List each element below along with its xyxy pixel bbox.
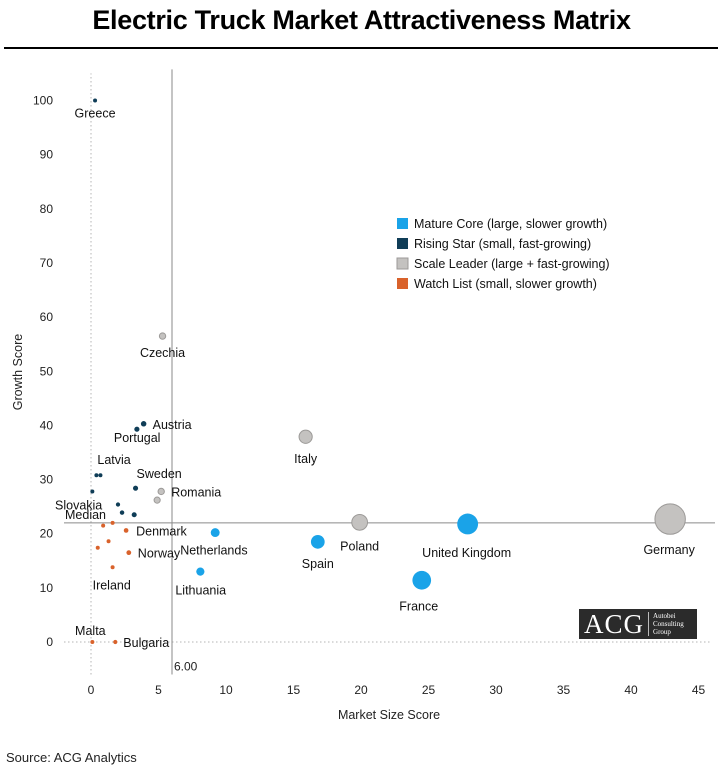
- x-tick-label: 20: [354, 683, 368, 697]
- x-tick-label: 35: [557, 683, 571, 697]
- title-rule: [4, 47, 718, 49]
- point-label: Bulgaria: [123, 636, 169, 650]
- y-axis-title: Growth Score: [11, 334, 25, 410]
- x-tick-label: 5: [155, 683, 162, 697]
- data-point: [123, 528, 129, 533]
- data-point: [412, 570, 432, 590]
- data-point: [654, 503, 686, 535]
- acg-logo: ACG Autobei Consulting Group: [579, 609, 697, 639]
- data-point: [210, 528, 220, 538]
- legend-swatch: [397, 278, 408, 289]
- data-point: [153, 496, 161, 504]
- logo-separator: [648, 612, 650, 636]
- data-point: [95, 545, 100, 550]
- points-layer: [90, 98, 686, 645]
- data-point: [158, 332, 167, 340]
- data-point: [298, 429, 313, 444]
- data-point: [110, 520, 115, 525]
- y-tick-label: 30: [40, 473, 54, 487]
- data-point: [132, 485, 139, 491]
- logo-main-text: ACG: [584, 609, 645, 639]
- legend-swatch: [397, 238, 408, 249]
- chart-title: Electric Truck Market Attractiveness Mat…: [92, 5, 631, 35]
- data-point: [93, 98, 98, 103]
- y-tick-label: 20: [40, 527, 54, 541]
- data-point: [94, 473, 99, 478]
- data-point: [90, 489, 95, 494]
- legend: Mature Core (large, slower growth) Rising…: [396, 217, 610, 291]
- point-label: Austria: [153, 418, 192, 432]
- median-x-label: 6.00: [174, 659, 198, 673]
- data-point: [126, 550, 132, 556]
- y-tick-label: 80: [40, 202, 54, 216]
- x-axis-title: Market Size Score: [338, 708, 440, 722]
- data-point: [134, 426, 140, 432]
- point-label: Lithuania: [175, 584, 226, 598]
- logo-line-2: Consulting: [653, 620, 684, 628]
- data-point: [157, 487, 165, 496]
- point-label: Netherlands: [180, 544, 247, 558]
- data-point: [140, 421, 147, 427]
- point-label: France: [399, 599, 438, 613]
- point-label: Malta: [75, 624, 106, 638]
- data-point: [90, 640, 95, 644]
- point-label: Spain: [302, 557, 334, 571]
- median-y-label: Median: [65, 508, 106, 522]
- point-label: Italy: [294, 452, 318, 466]
- data-point: [351, 513, 369, 531]
- x-tick-label: 15: [287, 683, 301, 697]
- data-point: [110, 565, 115, 570]
- point-label: Denmark: [136, 524, 187, 538]
- source-note: Source: ACG Analytics: [6, 750, 137, 765]
- legend-entry: Scale Leader (large + fast-growing): [414, 257, 610, 271]
- axes-layer: 6.00 Median 0 5 10 15 20 25 30 35 40 45 0 10 20 30 40 50 6…: [11, 69, 715, 722]
- point-label: Latvia: [97, 453, 130, 467]
- data-point: [119, 510, 125, 515]
- x-tick-label: 40: [624, 683, 638, 697]
- logo-subtext: Autobei Consulting Group: [653, 612, 684, 636]
- data-point: [98, 473, 103, 478]
- data-point: [106, 539, 111, 544]
- data-point: [457, 513, 479, 535]
- point-label: Germany: [643, 543, 695, 557]
- y-tick-label: 40: [40, 418, 54, 432]
- y-tick-label: 50: [40, 364, 54, 378]
- x-tick-label: 0: [88, 683, 95, 697]
- point-label: Norway: [138, 547, 181, 561]
- data-point: [113, 639, 118, 645]
- point-label: Czechia: [140, 346, 185, 360]
- data-point: [196, 567, 205, 576]
- data-point: [101, 523, 106, 528]
- y-tick-label: 70: [40, 256, 54, 270]
- x-tick-label: 25: [422, 683, 436, 697]
- legend-entry: Rising Star (small, fast-growing): [414, 237, 591, 251]
- x-tick-label: 30: [489, 683, 503, 697]
- point-label: United Kingdom: [422, 546, 511, 560]
- point-label: Slovakia: [55, 498, 102, 512]
- data-point: [131, 512, 137, 518]
- data-point: [115, 502, 121, 507]
- point-label: Romania: [171, 485, 221, 499]
- point-label: Sweden: [137, 467, 182, 481]
- logo-line-1: Autobei: [653, 612, 676, 620]
- y-tick-label: 60: [40, 310, 54, 324]
- legend-entry: Watch List (small, slower growth): [414, 277, 597, 291]
- legend-swatch: [396, 257, 409, 270]
- logo-line-3: Group: [653, 628, 671, 636]
- x-tick-label: 45: [692, 683, 706, 697]
- y-tick-label: 90: [40, 148, 54, 162]
- legend-swatch: [397, 218, 408, 229]
- y-tick-label: 100: [33, 94, 53, 108]
- legend-entry: Mature Core (large, slower growth): [414, 217, 607, 231]
- point-label: Poland: [340, 539, 379, 553]
- y-tick-label: 10: [40, 581, 54, 595]
- y-tick-label: 0: [46, 635, 53, 649]
- x-tick-label: 10: [219, 683, 233, 697]
- point-label: Greece: [75, 107, 116, 121]
- point-label: Portugal: [114, 431, 161, 445]
- point-label: Ireland: [93, 578, 131, 592]
- data-point: [310, 534, 325, 549]
